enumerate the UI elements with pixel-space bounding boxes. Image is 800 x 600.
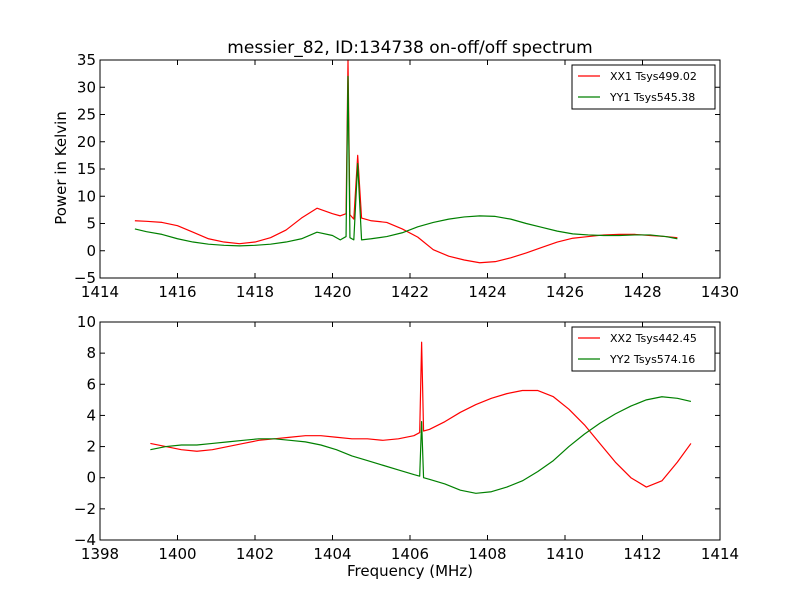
bottom-x-tick-label: 1398 [81, 545, 119, 563]
top-x-tick-label: 1414 [81, 283, 119, 301]
bottom-x-tick-label: 1414 [701, 545, 739, 563]
bottom-legend-box [571, 326, 716, 372]
top-x-tick-label: 1422 [391, 283, 429, 301]
bottom-y-tick-label: 4 [86, 406, 96, 424]
top-x-tick-label: 1418 [236, 283, 274, 301]
top-plot-frame [99, 59, 721, 279]
bottom-y-tick-label: 6 [86, 375, 96, 393]
top-series-layer [134, 59, 678, 264]
top-chart-title: messier_82, ID:134738 on-off/off spectru… [227, 38, 592, 58]
bottom-tick-layer: 1398 1400 1402 1404 1406 1408 1410 1412 1414 −4 −2… [74, 313, 739, 563]
bottom-x-tick-label: 1404 [313, 545, 351, 563]
top-y-tick-label: 15 [77, 160, 96, 178]
bottom-x-tick-label: 1408 [468, 545, 506, 563]
top-legend: XX1 Tsys499.02 YY1 Tsys545.38 [571, 64, 716, 110]
bottom-plot-frame [99, 321, 721, 541]
top-legend-label-yy1: YY1 Tsys545.38 [609, 91, 695, 104]
bottom-y-tick-label: 2 [86, 438, 96, 456]
bottom-x-axis-label: Frequency (MHz) [347, 562, 473, 580]
bottom-legend-label-xx2: XX2 Tsys442.45 [610, 332, 697, 345]
top-y-tick-label: 10 [77, 187, 96, 205]
top-y-tick-label: 0 [86, 242, 96, 260]
bottom-legend-label-yy2: YY2 Tsys574.16 [609, 353, 695, 366]
bottom-x-tick-label: 1410 [546, 545, 584, 563]
top-series-line-1 [134, 59, 678, 264]
bottom-x-tick-label: 1402 [236, 545, 274, 563]
top-y-tick-label: 25 [77, 106, 96, 124]
top-y-tick-label: 30 [77, 78, 96, 96]
top-legend-label-xx1: XX1 Tsys499.02 [610, 70, 697, 83]
top-y-tick-label: 35 [77, 51, 96, 69]
top-x-tick-label: 1424 [468, 283, 506, 301]
bottom-x-tick-label: 1406 [391, 545, 429, 563]
bottom-y-tick-label: 10 [77, 313, 96, 331]
top-x-tick-label: 1430 [701, 283, 739, 301]
top-x-tick-label: 1426 [546, 283, 584, 301]
bottom-series-line-2 [150, 396, 692, 494]
top-x-tick-label: 1416 [158, 283, 196, 301]
bottom-y-tick-label: −2 [74, 500, 96, 518]
top-series-line-2 [134, 75, 678, 247]
top-x-tick-label: 1420 [313, 283, 351, 301]
top-spectrum-panel: messier_82, ID:134738 on-off/off spectru… [52, 38, 739, 301]
bottom-y-tick-label: 0 [86, 469, 96, 487]
bottom-series-line-1 [150, 341, 692, 488]
top-y-tick-label: −5 [74, 269, 96, 287]
bottom-y-tick-label: 8 [86, 344, 96, 362]
bottom-legend: XX2 Tsys442.45 YY2 Tsys574.16 [571, 326, 716, 372]
top-y-tick-label: 5 [86, 215, 96, 233]
bottom-y-tick-label: −4 [74, 531, 96, 549]
top-x-tick-label: 1428 [623, 283, 661, 301]
top-tick-layer: 1414 1416 1418 1420 1422 1424 1426 1428 1430 −5 0 5… [74, 51, 739, 301]
top-legend-box [571, 64, 716, 110]
bottom-x-tick-label: 1412 [623, 545, 661, 563]
bottom-x-tick-label: 1400 [158, 545, 196, 563]
top-y-tick-label: 20 [77, 133, 96, 151]
bottom-series-layer [150, 341, 692, 494]
top-y-axis-label: Power in Kelvin [52, 111, 70, 225]
bottom-spectrum-panel: Frequency (MHz) 1398 1400 1402 1404 1406 1408… [74, 313, 739, 580]
